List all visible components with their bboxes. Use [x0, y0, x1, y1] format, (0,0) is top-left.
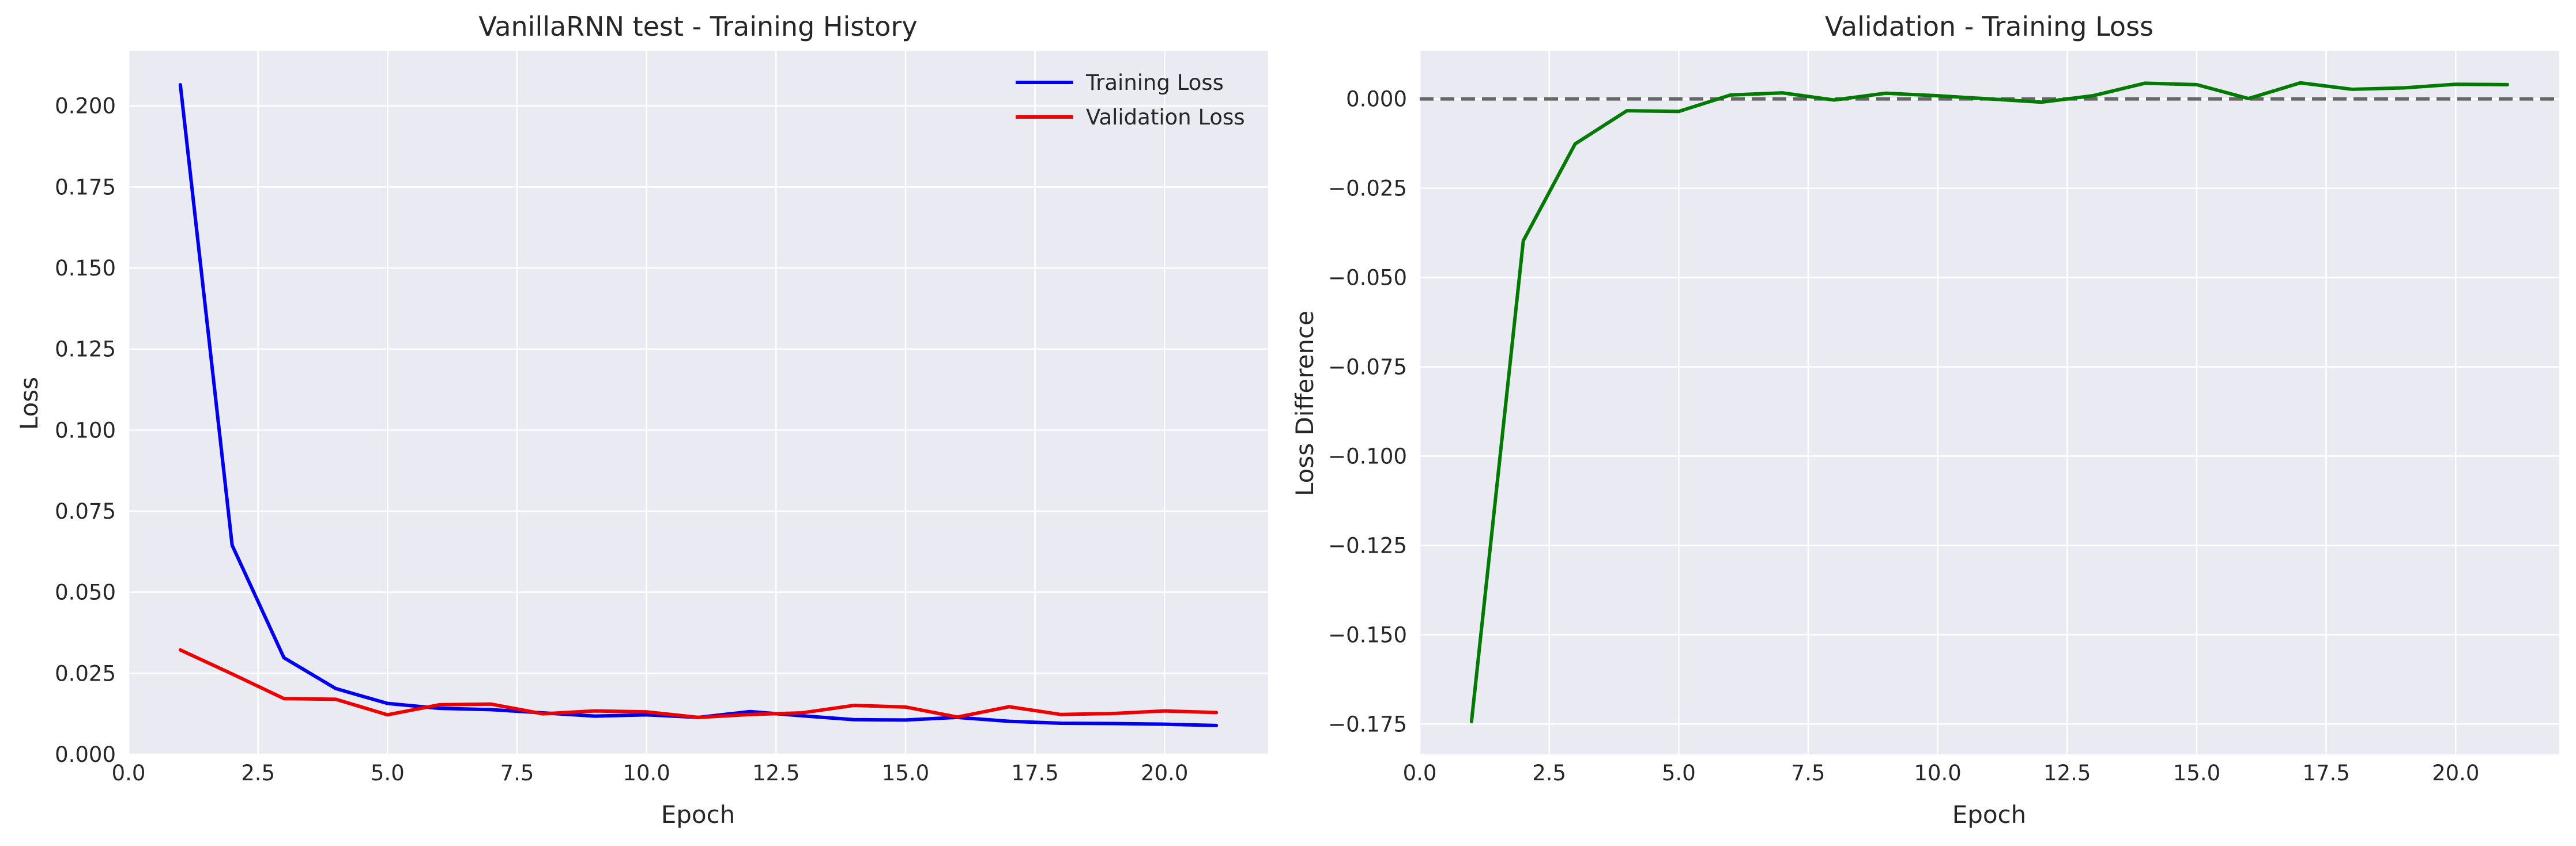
x-tick-label: 10.0: [1914, 761, 1961, 785]
series-line-validation-loss: [178, 648, 1219, 719]
y-tick-label: −0.075: [1328, 355, 1407, 380]
y-tick-labels: −0.175 −0.150 −0.125 −0.100 −0.075 −0.050 −0.0…: [1328, 87, 1407, 737]
x-tick-label: 2.5: [1532, 761, 1566, 785]
x-tick-label: 15.0: [882, 761, 929, 785]
training-history-panel: 0.0 2.5 5.0 7.5 10.0 12.5 15.0 17.5 20.0 0.0000.…: [15, 11, 1268, 829]
x-tick-label: 5.0: [1662, 761, 1696, 785]
x-tick-labels: 0.0 2.5 5.0 7.5 10.0 12.5 15.0 17.5 20.0: [1403, 761, 2480, 785]
x-tick-label: 17.5: [1011, 761, 1058, 785]
y-tick-label: −0.175: [1328, 712, 1407, 737]
plot-area-background: [1420, 51, 2559, 754]
x-tick-label: 5.0: [371, 761, 405, 785]
x-axis-label: Epoch: [1952, 800, 2027, 829]
y-tick-label: 0.050: [55, 580, 116, 605]
y-tick-label: 0.175: [55, 175, 116, 199]
legend: Training Loss Validation Loss: [1016, 70, 1245, 130]
y-tick-label: −0.025: [1328, 176, 1407, 201]
x-tick-label: 0.0: [112, 761, 146, 785]
x-axis-label: Epoch: [661, 800, 736, 829]
y-tick-label: −0.050: [1328, 266, 1407, 290]
y-tick-label: 0.200: [55, 94, 116, 119]
series-layer: [1469, 81, 2510, 723]
y-tick-labels: 0.000 0.025 0.050 0.075 0.100 0.125 0.150 0.175…: [55, 94, 116, 767]
x-tick-label: 20.0: [2432, 761, 2479, 785]
x-tick-label: 15.0: [2173, 761, 2220, 785]
y-tick-label: 0.125: [55, 337, 116, 362]
x-tick-label: 10.0: [623, 761, 670, 785]
y-tick-label: 0.000: [1346, 87, 1407, 112]
x-tick-label: 12.5: [752, 761, 799, 785]
x-tick-label: 7.5: [1791, 761, 1826, 785]
x-tick-label: 7.5: [500, 761, 534, 785]
chart-title: VanillaRNN test - Training History: [478, 11, 917, 42]
y-tick-label: 0.000: [55, 742, 116, 767]
loss-difference-panel: 0.0 2.5 5.0 7.5 10.0 12.5 15.0 17.5 20.0 −0.175−…: [1291, 11, 2559, 829]
legend-label: Training Loss: [1085, 70, 1224, 95]
y-tick-label: 0.150: [55, 256, 116, 281]
x-tick-label: 20.0: [1141, 761, 1188, 785]
y-tick-label: −0.100: [1328, 444, 1407, 469]
series-line-0: [1469, 81, 2510, 723]
gridlines: [127, 51, 1268, 756]
chart-title: Validation - Training Loss: [1825, 11, 2153, 42]
y-tick-label: 0.075: [55, 499, 116, 524]
legend-label: Validation Loss: [1086, 105, 1245, 130]
y-tick-label: −0.150: [1328, 622, 1407, 647]
series-layer: [178, 83, 1219, 727]
x-tick-label: 12.5: [2043, 761, 2091, 785]
x-tick-label: 17.5: [2302, 761, 2349, 785]
y-tick-label: 0.100: [55, 418, 116, 443]
y-axis-label: Loss Difference: [1291, 311, 1319, 496]
x-tick-labels: 0.0 2.5 5.0 7.5 10.0 12.5 15.0 17.5 20.0: [112, 761, 1189, 785]
y-tick-label: 0.025: [55, 661, 116, 686]
gridlines: [1419, 51, 2559, 754]
plot-area-background: [129, 51, 1268, 754]
x-tick-label: 0.0: [1403, 761, 1437, 785]
x-tick-label: 2.5: [241, 761, 275, 785]
y-axis-label: Loss: [15, 377, 43, 430]
y-tick-label: −0.125: [1328, 533, 1407, 558]
